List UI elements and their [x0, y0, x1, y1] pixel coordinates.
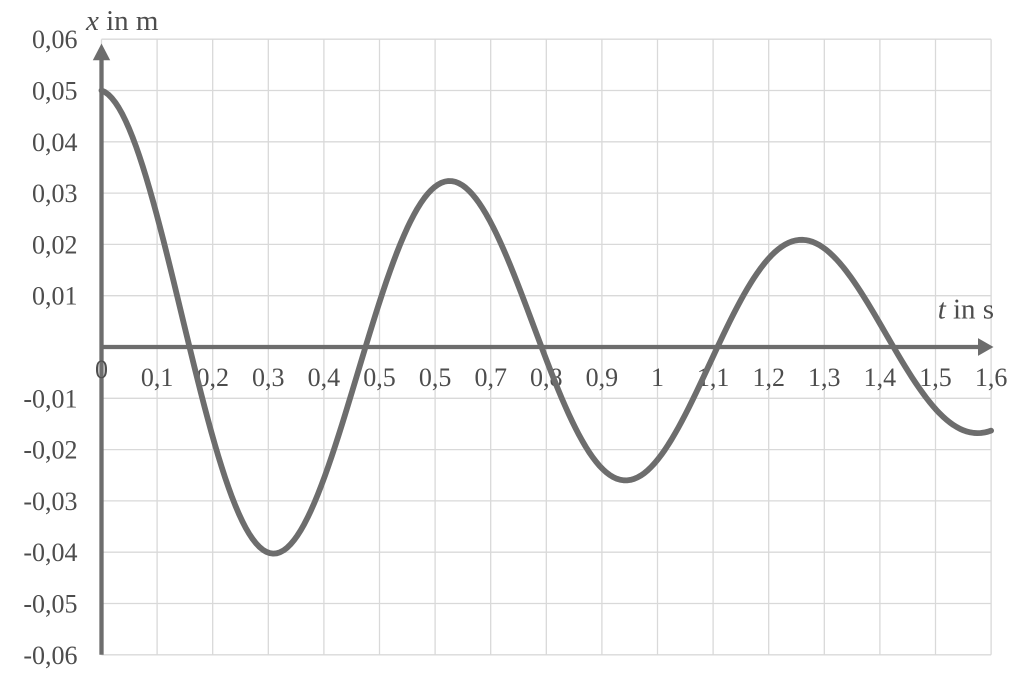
svg-text:1,3: 1,3: [808, 363, 841, 392]
svg-text:0,05: 0,05: [32, 77, 78, 106]
svg-text:-0,03: -0,03: [23, 487, 77, 516]
svg-text:0,3: 0,3: [252, 363, 285, 392]
svg-text:x in m: x in m: [85, 5, 159, 37]
svg-text:-0,04: -0,04: [23, 538, 77, 567]
svg-text:1,5: 1,5: [919, 363, 952, 392]
svg-text:0: 0: [95, 355, 108, 384]
svg-text:0,01: 0,01: [32, 282, 78, 311]
svg-text:1,6: 1,6: [975, 363, 1008, 392]
svg-text:0,7: 0,7: [474, 363, 507, 392]
svg-text:1,2: 1,2: [752, 363, 785, 392]
svg-text:0,1: 0,1: [141, 363, 174, 392]
svg-text:1: 1: [651, 363, 664, 392]
svg-text:0,5: 0,5: [419, 363, 452, 392]
svg-text:0,06: 0,06: [32, 25, 78, 54]
svg-text:-0,01: -0,01: [23, 384, 77, 413]
svg-text:1,4: 1,4: [864, 363, 897, 392]
svg-text:-0,06: -0,06: [23, 641, 77, 670]
svg-text:0,02: 0,02: [32, 230, 78, 259]
svg-text:0,03: 0,03: [32, 179, 78, 208]
svg-text:t in s: t in s: [938, 294, 994, 326]
svg-text:0,4: 0,4: [308, 363, 341, 392]
svg-text:-0,05: -0,05: [23, 590, 77, 619]
svg-text:0,5: 0,5: [363, 363, 396, 392]
svg-text:-0,02: -0,02: [23, 436, 77, 465]
svg-text:0,04: 0,04: [32, 128, 78, 157]
svg-text:0,9: 0,9: [586, 363, 619, 392]
